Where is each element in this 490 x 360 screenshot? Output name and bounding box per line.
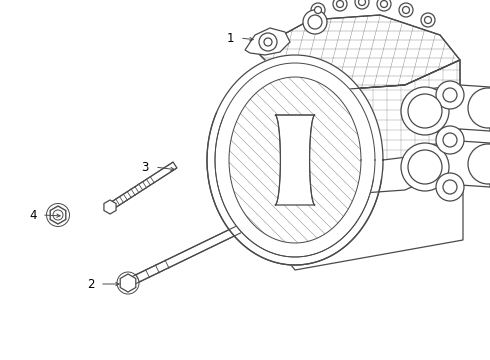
Circle shape: [259, 33, 277, 51]
Polygon shape: [420, 85, 490, 134]
Text: 3: 3: [142, 161, 149, 174]
Circle shape: [53, 210, 63, 220]
Polygon shape: [420, 141, 490, 190]
Circle shape: [443, 180, 457, 194]
Circle shape: [355, 0, 369, 9]
Polygon shape: [126, 174, 347, 287]
Circle shape: [443, 133, 457, 147]
Circle shape: [468, 144, 490, 184]
Circle shape: [408, 94, 442, 128]
Polygon shape: [120, 274, 136, 292]
Circle shape: [402, 6, 410, 14]
Polygon shape: [245, 28, 290, 55]
Polygon shape: [229, 77, 361, 243]
Text: 2: 2: [88, 278, 95, 291]
Circle shape: [399, 3, 413, 17]
Polygon shape: [108, 162, 177, 210]
Circle shape: [333, 0, 347, 11]
Polygon shape: [255, 15, 460, 90]
Polygon shape: [215, 63, 375, 257]
Circle shape: [401, 143, 449, 191]
Polygon shape: [104, 200, 116, 214]
Polygon shape: [207, 55, 383, 265]
Circle shape: [421, 13, 435, 27]
Circle shape: [308, 15, 322, 29]
Circle shape: [117, 272, 139, 294]
Text: 1: 1: [226, 32, 234, 45]
Circle shape: [401, 87, 449, 135]
Polygon shape: [275, 60, 460, 195]
Circle shape: [424, 17, 432, 23]
Circle shape: [337, 0, 343, 8]
Circle shape: [408, 150, 442, 184]
Circle shape: [443, 88, 457, 102]
Circle shape: [303, 10, 327, 34]
Circle shape: [311, 3, 325, 17]
Circle shape: [377, 0, 391, 11]
Circle shape: [359, 0, 366, 5]
Polygon shape: [207, 150, 463, 270]
Polygon shape: [275, 115, 315, 205]
Circle shape: [436, 173, 464, 201]
Circle shape: [436, 81, 464, 109]
Polygon shape: [50, 206, 66, 224]
Circle shape: [47, 203, 70, 226]
Circle shape: [468, 88, 490, 128]
Circle shape: [381, 0, 388, 8]
Circle shape: [315, 6, 321, 14]
Circle shape: [264, 38, 272, 46]
Circle shape: [436, 126, 464, 154]
Text: 4: 4: [29, 208, 37, 221]
